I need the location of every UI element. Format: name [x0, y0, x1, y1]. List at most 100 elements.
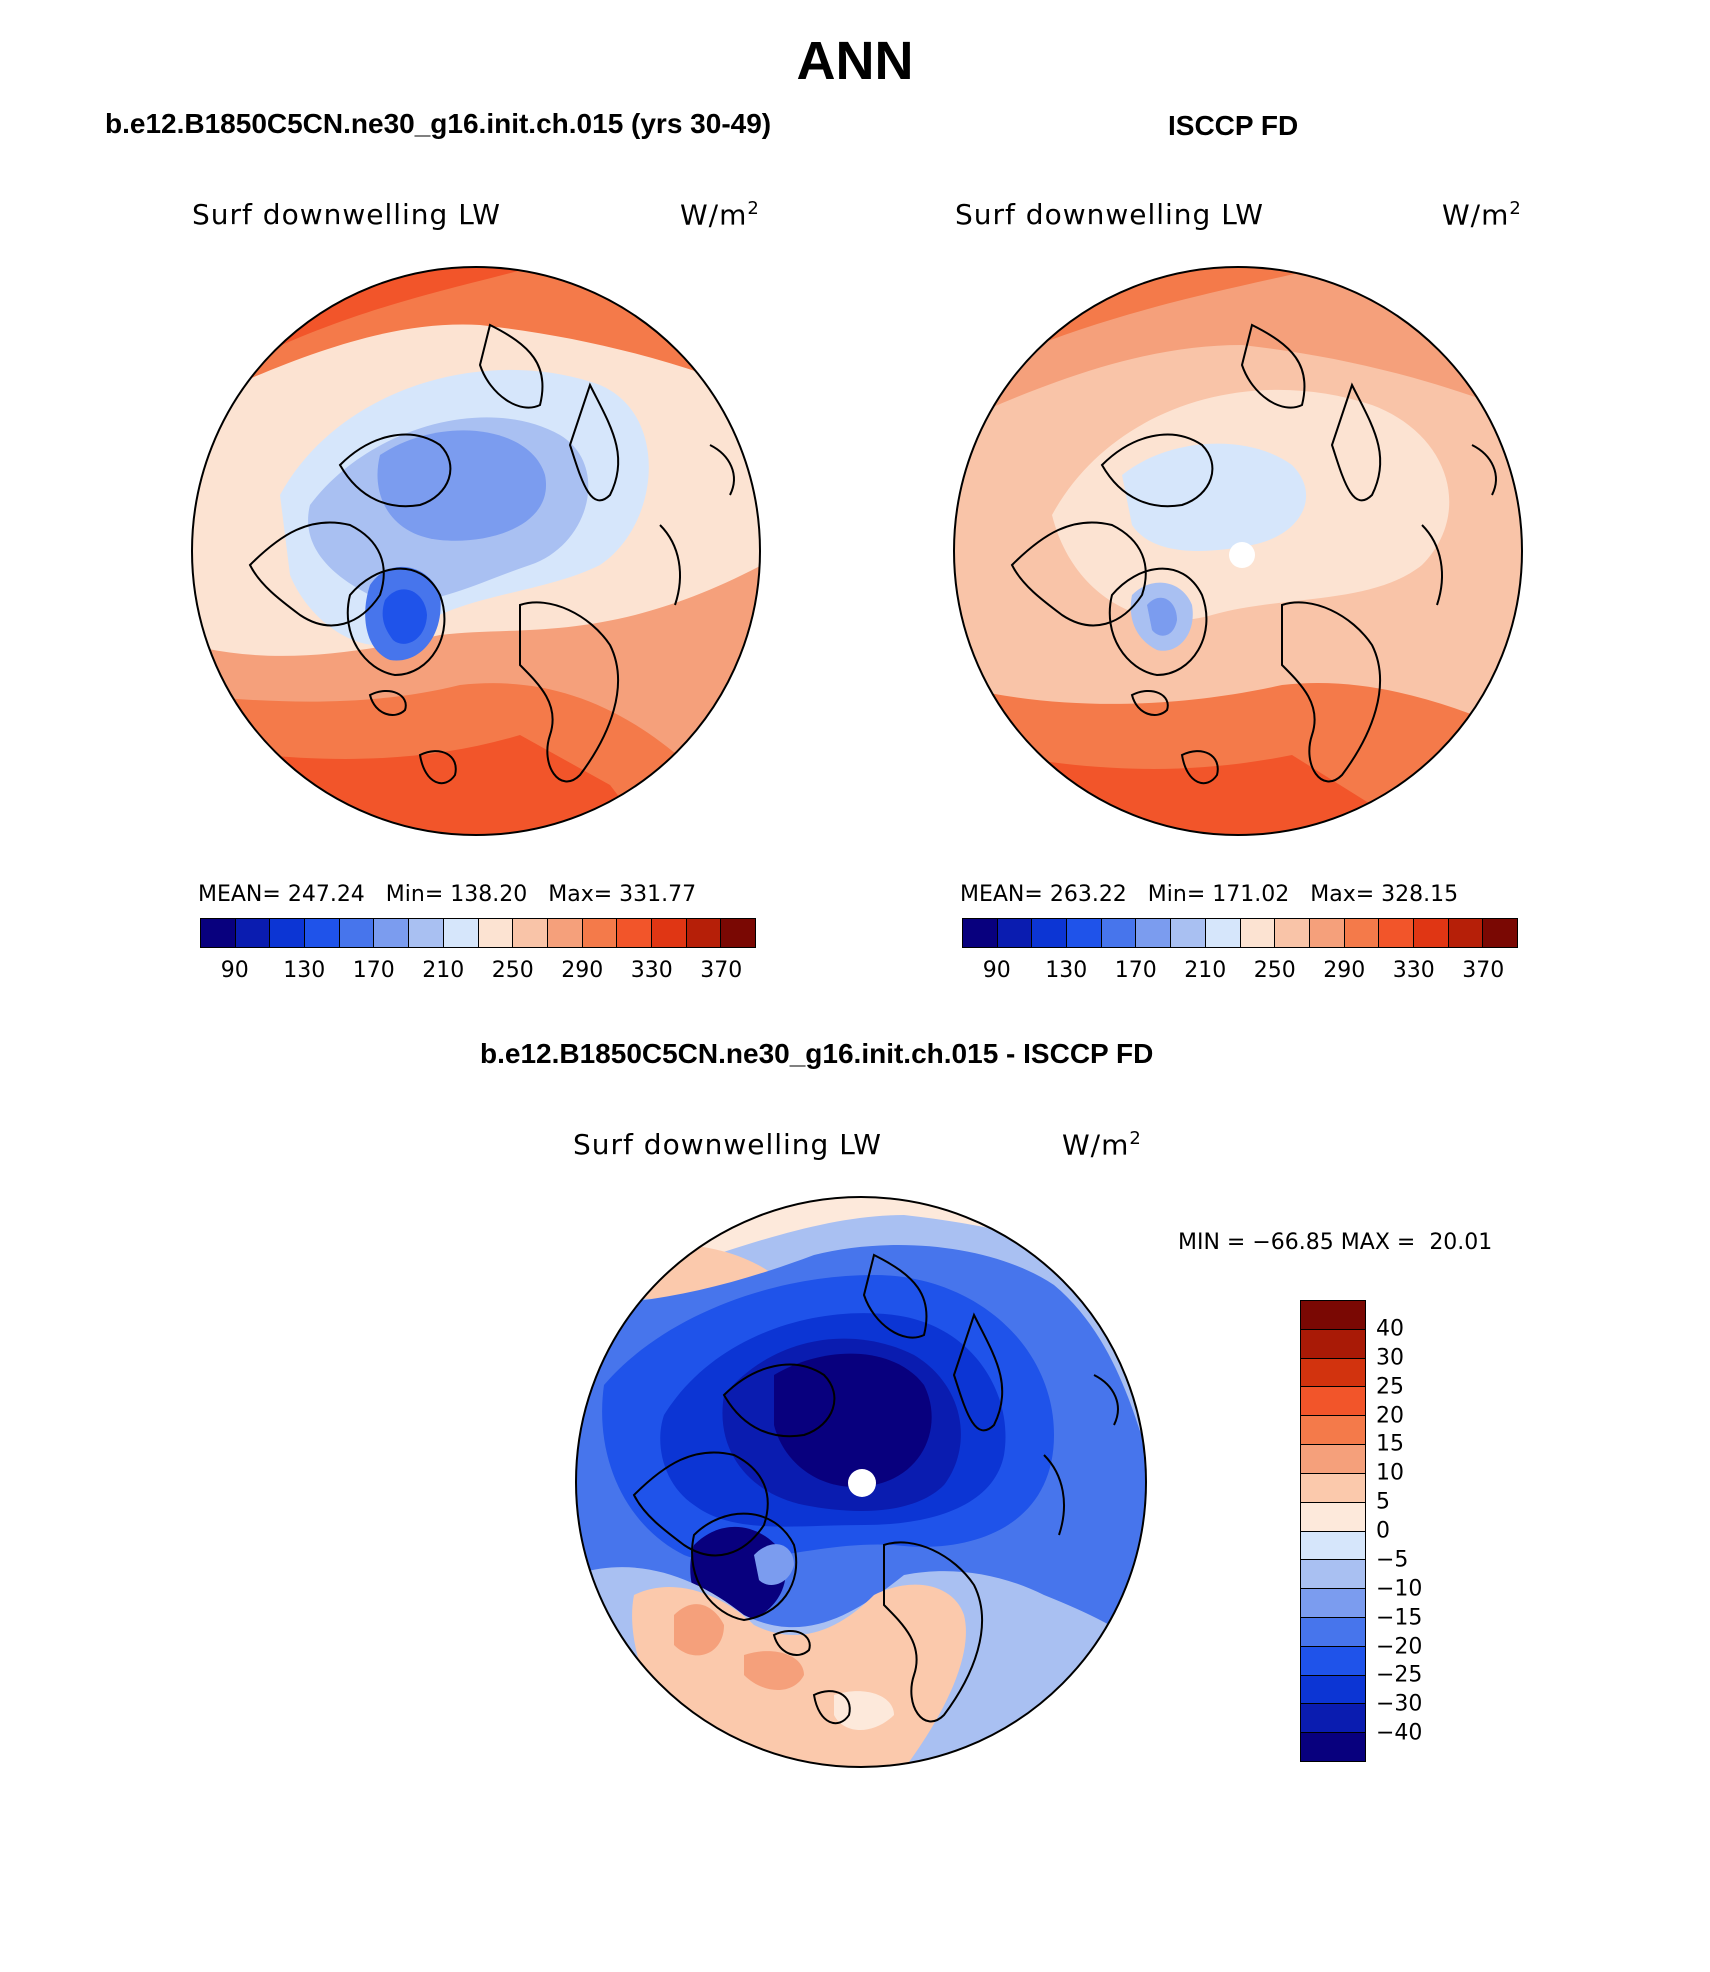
right-colorbar-tick-label: 90	[982, 958, 1011, 983]
left-colorbar-swatch	[201, 919, 236, 947]
left-colorbar-swatch	[270, 919, 306, 947]
right-colorbar-swatch	[1136, 919, 1172, 947]
left-colorbar-swatch	[582, 919, 618, 947]
right-units: W/m2	[1442, 198, 1522, 232]
left-colorbar-swatch	[339, 919, 375, 947]
right-colorbar-swatch	[963, 919, 998, 947]
left-polar-map	[190, 265, 762, 837]
diff-colorbar-tick-label: 10	[1376, 1460, 1404, 1486]
diff-colorbar-swatch	[1301, 1387, 1365, 1417]
diff-colorbar-swatch	[1301, 1531, 1365, 1561]
right-colorbar-swatch	[1344, 919, 1380, 947]
right-colorbar-tick-label: 330	[1392, 958, 1435, 983]
diff-colorbar-swatch	[1301, 1675, 1365, 1705]
left-colorbar-tick-label: 130	[283, 958, 326, 983]
diff-colorbar-tick-label: 25	[1376, 1374, 1404, 1400]
left-colorbar-swatch	[513, 919, 548, 947]
diff-colorbar-tick-label: 30	[1376, 1345, 1404, 1371]
right-colorbar-swatch	[1171, 919, 1206, 947]
diff-colorbar-swatch	[1301, 1416, 1365, 1446]
diff-colorbar-tick-label: −30	[1376, 1691, 1423, 1717]
left-colorbar-swatch	[443, 919, 479, 947]
diff-colorbar-swatch	[1301, 1358, 1365, 1388]
right-colorbar-tick-label: 210	[1184, 958, 1227, 983]
right-colorbar-tick-label: 370	[1462, 958, 1505, 983]
diff-colorbar-tick-label: 15	[1376, 1431, 1404, 1457]
diff-colorbar-tick-label: 20	[1376, 1403, 1404, 1428]
left-units: W/m2	[680, 198, 760, 232]
left-colorbar-tick-label: 250	[491, 958, 534, 983]
right-colorbar-tick-label: 290	[1323, 958, 1366, 983]
left-case-title: b.e12.B1850C5CN.ne30_g16.init.ch.015 (yr…	[105, 108, 772, 139]
diff-polar-map	[574, 1195, 1148, 1769]
right-colorbar-swatch	[1032, 919, 1068, 947]
diff-colorbar-swatch	[1301, 1704, 1365, 1734]
left-colorbar-swatch	[651, 919, 687, 947]
figure-title: ANN	[796, 31, 914, 91]
diff-colorbar-swatch	[1301, 1329, 1365, 1359]
left-colorbar-swatch	[617, 919, 652, 947]
left-colorbar-swatch	[305, 919, 340, 947]
diff-minmax: MIN = −66.85 MAX = 20.01	[1178, 1230, 1493, 1255]
diff-colorbar-swatch	[1301, 1301, 1365, 1330]
left-colorbar-tick-label: 210	[422, 958, 465, 983]
left-variable-name: Surf downwelling LW	[192, 198, 501, 231]
diff-variable-name: Surf downwelling LW	[573, 1128, 882, 1161]
right-colorbar-swatch	[1309, 919, 1345, 947]
left-stats: MEAN= 247.24 Min= 138.20 Max= 331.77	[198, 882, 697, 907]
right-colorbar-tick-label: 250	[1253, 958, 1296, 983]
diff-colorbar-tick-label: 0	[1376, 1518, 1390, 1544]
left-colorbar	[200, 918, 756, 948]
diff-colorbar-swatch	[1301, 1617, 1365, 1647]
right-variable-name: Surf downwelling LW	[955, 198, 1264, 231]
diff-colorbar-swatch	[1301, 1560, 1365, 1590]
left-colorbar-tick-label: 170	[352, 958, 395, 983]
right-colorbar-swatch	[1448, 919, 1484, 947]
right-colorbar-swatch	[1483, 919, 1517, 947]
diff-colorbar-tick-label: −5	[1376, 1547, 1409, 1573]
right-colorbar-swatch	[1101, 919, 1137, 947]
diff-colorbar	[1300, 1300, 1366, 1762]
diff-colorbar-swatch	[1301, 1589, 1365, 1618]
left-colorbar-swatch	[374, 919, 410, 947]
right-colorbar	[962, 918, 1518, 948]
left-colorbar-tick-label: 90	[220, 958, 249, 983]
diff-colorbar-swatch	[1301, 1502, 1365, 1532]
right-colorbar-swatch	[1205, 919, 1241, 947]
diff-colorbar-tick-label: −25	[1376, 1662, 1423, 1688]
right-colorbar-tick-label: 130	[1045, 958, 1088, 983]
diff-colorbar-swatch	[1301, 1445, 1365, 1474]
right-stats: MEAN= 263.22 Min= 171.02 Max= 328.15	[960, 882, 1459, 907]
left-colorbar-ticks: 90 130 170 210 250 290 330 370	[200, 958, 756, 988]
right-colorbar-ticks: 90 130 170 210 250 290 330 370	[962, 958, 1518, 988]
diff-units: W/m2	[1062, 1128, 1142, 1162]
right-colorbar-swatch	[1275, 919, 1310, 947]
left-colorbar-swatch	[547, 919, 583, 947]
right-colorbar-swatch	[1067, 919, 1102, 947]
right-colorbar-tick-label: 170	[1114, 958, 1157, 983]
right-polar-map	[952, 265, 1524, 837]
left-colorbar-tick-label: 290	[561, 958, 604, 983]
diff-colorbar-swatch	[1301, 1473, 1365, 1503]
diff-colorbar-tick-label: −10	[1376, 1576, 1423, 1602]
diff-colorbar-swatch	[1301, 1646, 1365, 1676]
left-colorbar-tick-label: 370	[700, 958, 743, 983]
diff-colorbar-tick-label: −15	[1376, 1605, 1423, 1631]
left-colorbar-tick-label: 330	[630, 958, 673, 983]
right-colorbar-swatch	[997, 919, 1033, 947]
left-colorbar-swatch	[686, 919, 722, 947]
diff-colorbar-tick-label: −20	[1376, 1634, 1423, 1659]
left-colorbar-swatch	[721, 919, 755, 947]
diff-case-title: b.e12.B1850C5CN.ne30_g16.init.ch.015 - I…	[480, 1038, 1154, 1069]
diff-colorbar-tick-label: 40	[1376, 1316, 1404, 1342]
diff-colorbar-tick-label: −40	[1376, 1720, 1423, 1746]
right-colorbar-swatch	[1379, 919, 1414, 947]
right-case-title: ISCCP FD	[1168, 110, 1299, 141]
diff-colorbar-ticks: 40 30 25 20 15 10 5 0 −5 −10 −15 −20 −25 −30 −40	[1376, 1300, 1456, 1762]
left-colorbar-swatch	[235, 919, 271, 947]
diff-colorbar-tick-label: 5	[1376, 1489, 1390, 1515]
right-colorbar-swatch	[1413, 919, 1449, 947]
left-colorbar-swatch	[409, 919, 444, 947]
left-colorbar-swatch	[478, 919, 514, 947]
right-colorbar-swatch	[1240, 919, 1276, 947]
